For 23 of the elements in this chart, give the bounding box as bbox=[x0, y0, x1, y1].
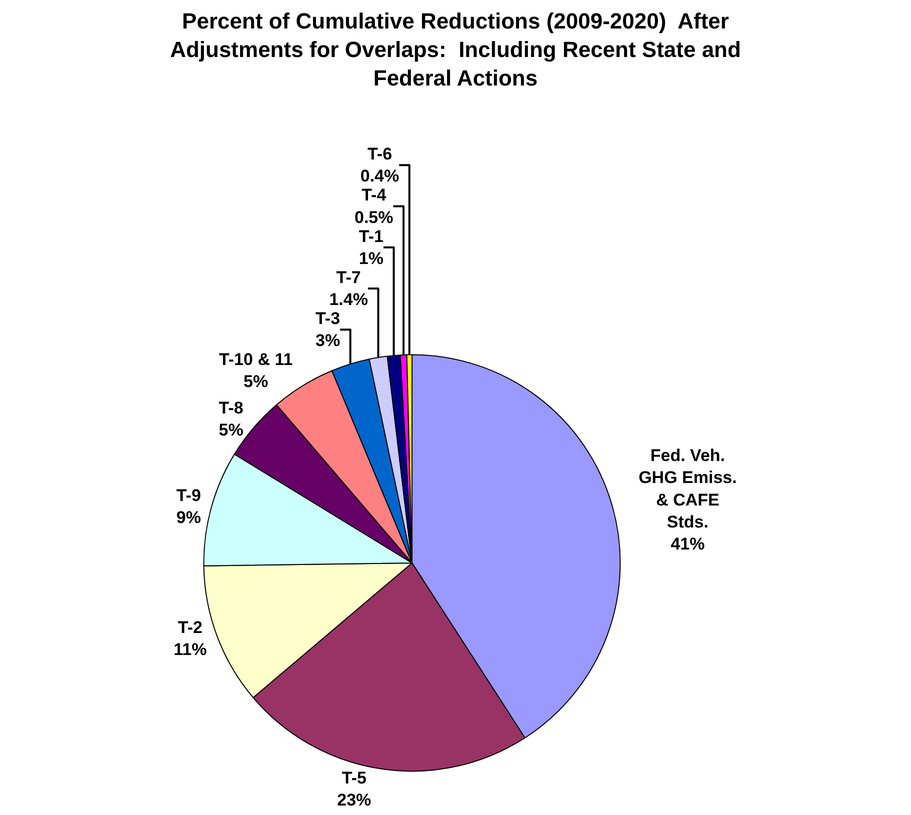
slice-label: T-8 bbox=[218, 398, 244, 418]
data-label: 41% bbox=[670, 534, 705, 554]
slice-label: T-7 bbox=[336, 268, 361, 287]
slice-label: T-6 bbox=[367, 144, 392, 164]
slice-label: T-2 bbox=[178, 618, 202, 638]
slice-label: T-3 bbox=[315, 309, 340, 328]
slice-label: T-5 bbox=[342, 768, 366, 788]
chart-title: Percent of Cumulative Reductions (2009-2020) After Adjustments for Overlaps: Including Recent State and Federal Actions bbox=[170, 8, 741, 91]
slice-label: Fed. Veh. GHG Emiss. & CAFE Stds. bbox=[638, 446, 737, 532]
data-label: 3% bbox=[315, 331, 340, 350]
data-label: 9% bbox=[176, 508, 201, 527]
data-label: 5% bbox=[218, 420, 244, 440]
slice-label: T-9 bbox=[176, 486, 201, 505]
data-label: 0.5% bbox=[354, 208, 394, 227]
data-label: 5% bbox=[244, 372, 268, 392]
slice-label: T-4 bbox=[362, 186, 387, 205]
data-label: 11% bbox=[174, 640, 207, 660]
data-label: 0.4% bbox=[360, 166, 400, 186]
data-label: 1% bbox=[358, 248, 384, 268]
slice-label: T-1 bbox=[358, 226, 384, 246]
data-label: 23% bbox=[337, 790, 372, 810]
slice-label: T-10 & 11 bbox=[218, 350, 293, 370]
data-label: 1.4% bbox=[329, 290, 368, 310]
